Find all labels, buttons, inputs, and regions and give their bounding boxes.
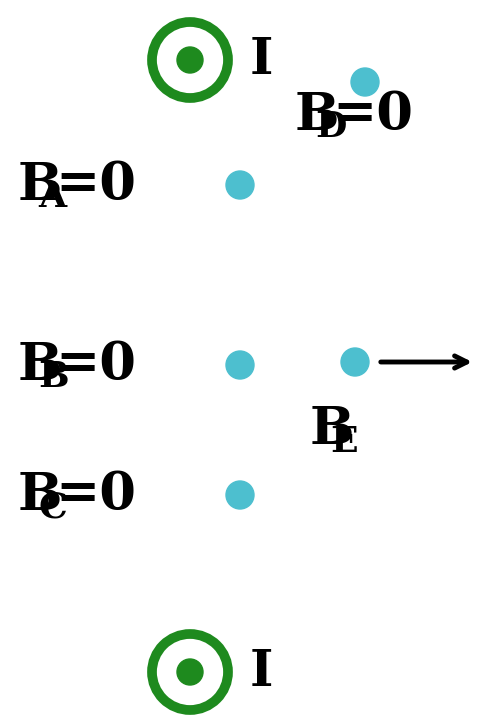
Text: B: B: [18, 159, 63, 210]
Circle shape: [341, 348, 369, 376]
Text: B: B: [18, 470, 63, 521]
Text: B: B: [295, 90, 340, 141]
Text: I: I: [250, 647, 274, 697]
Circle shape: [226, 481, 254, 509]
Text: E: E: [330, 425, 358, 459]
Text: B: B: [310, 405, 355, 456]
Circle shape: [226, 351, 254, 379]
Text: =0: =0: [332, 90, 413, 141]
Text: =0: =0: [55, 470, 136, 521]
Text: C: C: [38, 490, 67, 524]
Text: I: I: [250, 36, 274, 84]
Circle shape: [351, 68, 379, 96]
Circle shape: [177, 659, 203, 685]
Text: =0: =0: [55, 339, 136, 390]
Text: A: A: [38, 180, 66, 214]
Text: B: B: [18, 339, 63, 390]
Text: =0: =0: [55, 159, 136, 210]
Circle shape: [177, 47, 203, 73]
Circle shape: [226, 171, 254, 199]
Text: B: B: [38, 360, 69, 394]
Text: D: D: [315, 110, 346, 144]
